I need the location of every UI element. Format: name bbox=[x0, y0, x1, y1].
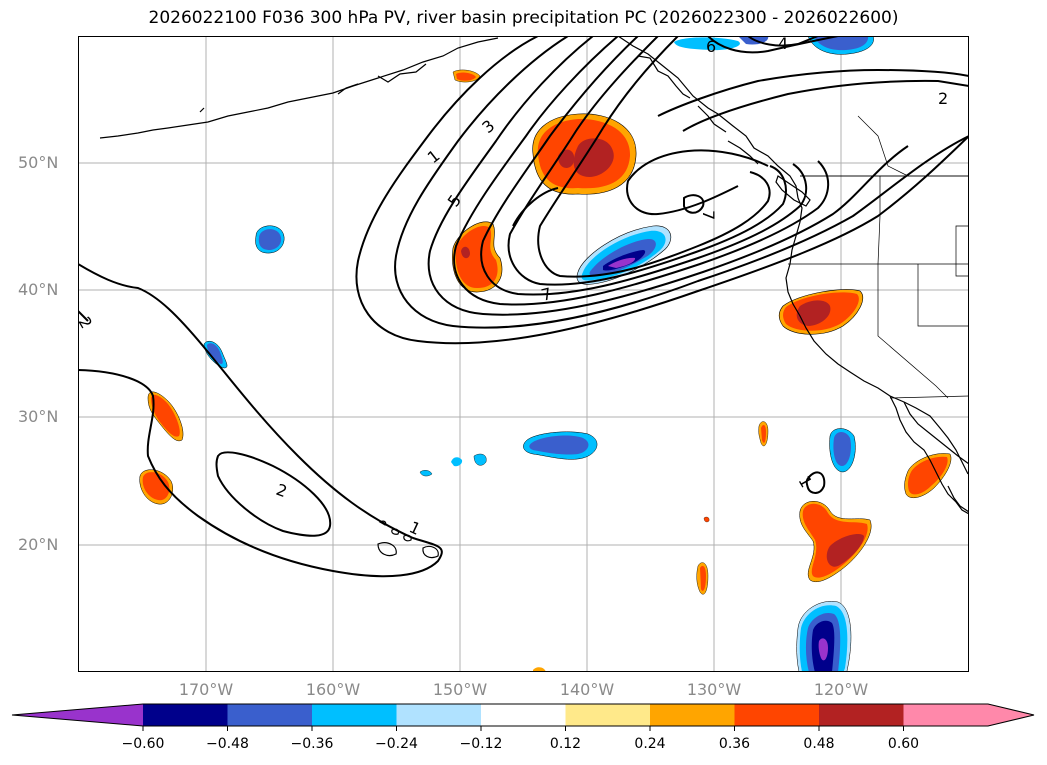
colorbar-segment bbox=[481, 704, 566, 726]
colorbar-tick-label: 0.36 bbox=[719, 736, 750, 752]
colorbar-segment bbox=[227, 704, 313, 726]
lon-label-160w: 160°W bbox=[305, 680, 361, 699]
colorbar-segment bbox=[312, 704, 397, 726]
colorbar-tick-label: 0.60 bbox=[888, 736, 919, 752]
colorbar-tick-label: −0.12 bbox=[460, 736, 503, 752]
colorbar-segment bbox=[396, 704, 482, 726]
contour-label-7b: 7 bbox=[699, 210, 718, 220]
colorbar-extend-max bbox=[988, 704, 1034, 726]
colorbar-tick-label: 0.24 bbox=[634, 736, 665, 752]
contour-label-4: 4 bbox=[778, 36, 788, 53]
colorbar-tick-label: −0.60 bbox=[122, 736, 165, 752]
lon-label-120w: 120°W bbox=[813, 680, 869, 699]
lat-label-50n: 50°N bbox=[18, 153, 59, 172]
lon-label-140w: 140°W bbox=[559, 680, 615, 699]
lon-label-170w: 170°W bbox=[178, 680, 234, 699]
lon-label-150w: 150°W bbox=[432, 680, 488, 699]
political-borders bbox=[788, 115, 969, 399]
contour-label-6: 6 bbox=[706, 37, 716, 56]
lat-label-30n: 30°N bbox=[18, 407, 59, 426]
contour-label-7a: 7 bbox=[539, 284, 554, 305]
colorbar-segment bbox=[819, 704, 904, 726]
map-border bbox=[78, 36, 969, 672]
map-panel: 1 3 5 7 7 6 4 2 2 1 1 2 bbox=[78, 36, 969, 672]
lat-label-20n: 20°N bbox=[18, 535, 59, 554]
lon-label-130w: 130°W bbox=[686, 680, 742, 699]
colorbar-tick-label: −0.36 bbox=[291, 736, 334, 752]
colorbar: −0.60 −0.48 −0.36 −0.24 −0.12 0.12 0.24 0.36 0.4… bbox=[11, 703, 1035, 752]
pv-contours bbox=[78, 36, 969, 578]
colorbar-segment bbox=[734, 704, 820, 726]
colorbar-segment bbox=[650, 704, 735, 726]
precip-shading bbox=[139, 36, 952, 672]
colorbar-tick-label: 0.48 bbox=[803, 736, 834, 752]
map-title: 2026022100 F036 300 hPa PV, river basin … bbox=[148, 8, 899, 28]
contour-label-2a: 2 bbox=[938, 89, 948, 108]
coastlines bbox=[99, 36, 969, 559]
colorbar-segment bbox=[565, 704, 651, 726]
lat-label-40n: 40°N bbox=[18, 280, 59, 299]
colorbar-tick-label: −0.24 bbox=[375, 736, 418, 752]
colorbar-segment bbox=[143, 704, 228, 726]
colorbar-segment bbox=[903, 704, 989, 726]
colorbar-tick-label: 0.12 bbox=[550, 736, 581, 752]
colorbar-extend-min bbox=[12, 704, 143, 726]
colorbar-tick-label: −0.48 bbox=[206, 736, 249, 752]
